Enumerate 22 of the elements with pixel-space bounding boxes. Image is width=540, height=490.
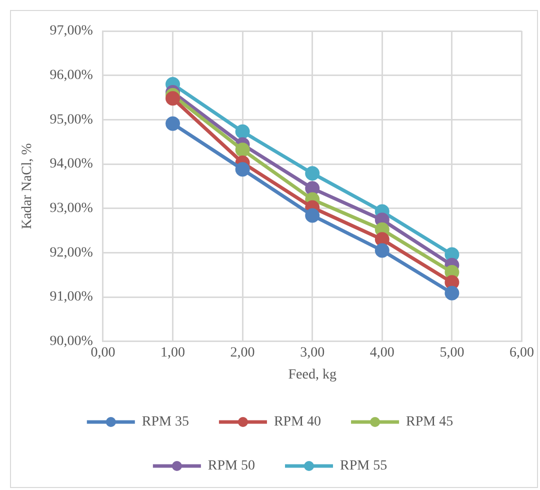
x-tick-label: 5,00 [440, 345, 464, 360]
x-tick-label: 2,00 [230, 345, 255, 360]
y-tick-label: 94,00% [50, 156, 94, 172]
y-tick-label: 92,00% [50, 245, 94, 260]
y-axis-title: Kadar NaCl, % [20, 142, 36, 230]
y-tick-label: 93,00% [50, 201, 94, 216]
x-tick-label: 3,00 [300, 345, 325, 360]
x-tick-label: 0,00 [90, 345, 116, 360]
y-tick-label: 97,00% [50, 24, 94, 39]
x-tick-label: 1,00 [160, 345, 186, 360]
y-tick-label: 96,00% [50, 68, 94, 84]
y-tick-label: 90,00% [50, 334, 94, 350]
legend-label: RPM 35 [142, 414, 189, 430]
x-axis-title: Feed, kg [288, 367, 336, 382]
legend-label: RPM 50 [208, 458, 256, 474]
x-tick-label: 6,00 [510, 345, 534, 360]
legend-label: RPM 55 [340, 458, 388, 474]
legend-label: RPM 45 [406, 414, 454, 430]
legend-label: RPM 40 [274, 414, 322, 430]
y-tick-label: 95,00% [50, 112, 94, 128]
y-tick-label: 91,00% [50, 290, 94, 305]
x-tick-label: 4,00 [370, 345, 394, 360]
